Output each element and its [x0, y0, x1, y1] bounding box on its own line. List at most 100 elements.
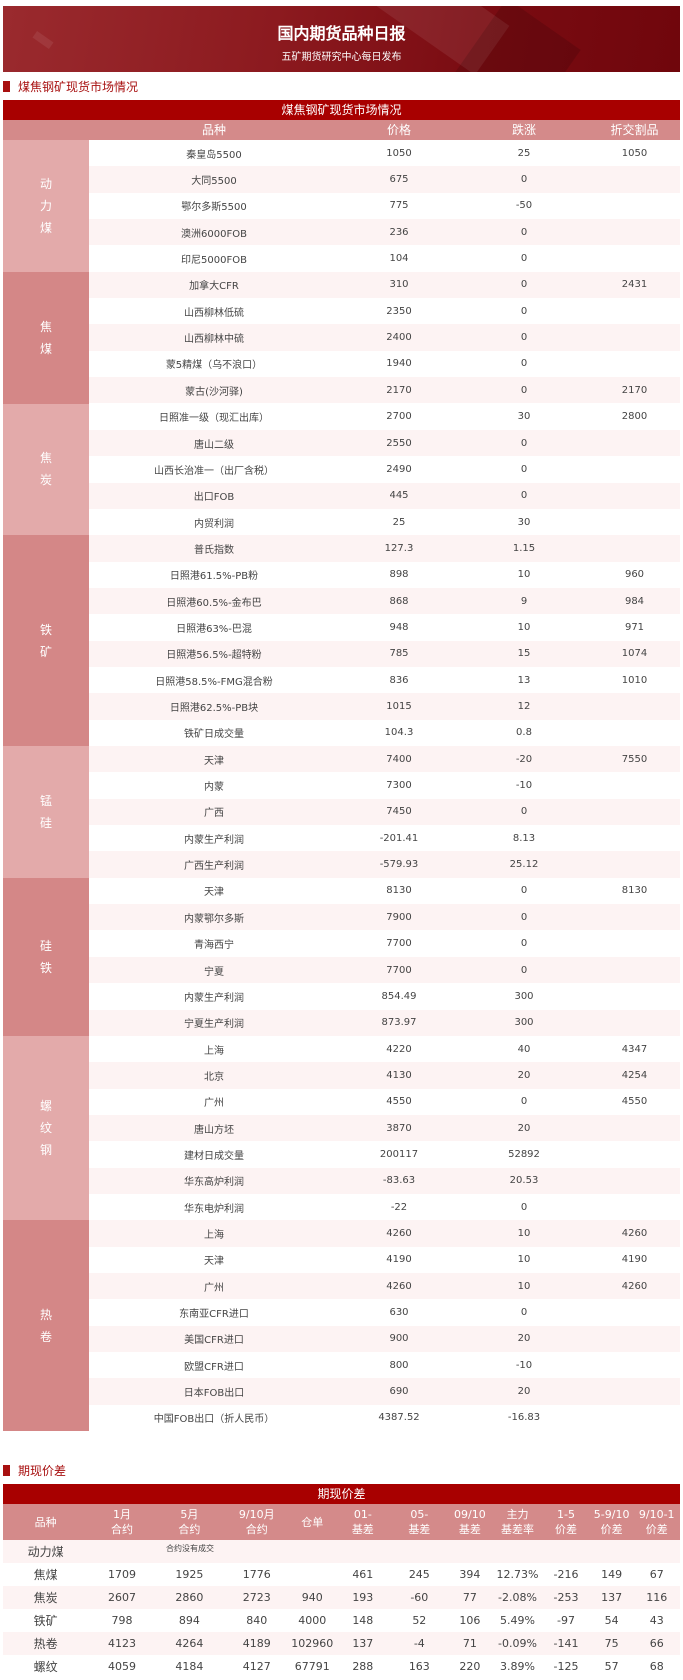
- cell-change: 0: [520, 1201, 528, 1213]
- report-title: 国内期货品种日报: [277, 24, 406, 43]
- table-row: 加拿大CFR 310 0 2431: [89, 271, 680, 299]
- cell-delivery-equivalent: 4254: [621, 1069, 648, 1081]
- cell-variety: 青海西宁: [194, 940, 234, 952]
- spot-section-title: 煤焦钢矿现货市场情况: [18, 79, 139, 94]
- cell-price: 900: [389, 1333, 409, 1345]
- cell-change: -16.83: [507, 1412, 541, 1424]
- cell-7: 106: [459, 1614, 481, 1627]
- cell-change: -50: [515, 200, 533, 212]
- cell-change: 1.15: [512, 542, 536, 554]
- cell-variety: 日照港58.5%-FMG混合粉: [155, 676, 273, 688]
- cell-variety: 北京: [204, 1071, 224, 1083]
- cell-change: 20.53: [509, 1175, 539, 1187]
- cell-change: 0: [520, 964, 528, 976]
- cell-10: 149: [601, 1568, 623, 1581]
- cell-8: 12.73%: [496, 1568, 539, 1581]
- cell-change: 9: [520, 595, 528, 607]
- cell-price: 104.3: [384, 727, 414, 739]
- cell-1: 2607: [107, 1591, 136, 1604]
- cell-6: 163: [408, 1660, 430, 1673]
- cell-price: 3870: [386, 1122, 412, 1134]
- cell-price: 4387.52: [378, 1412, 420, 1424]
- spot-table-body: 动力煤 秦皇岛5500 1050 25 1050 大同5500 675 0 鄂尔多斯5500 77…: [3, 140, 680, 1432]
- cell-change: 0.8: [516, 727, 532, 739]
- header-text: 价差: [645, 1523, 668, 1536]
- cell-4: 102960: [291, 1637, 334, 1650]
- table-row: 广西生产利润 -579.93 25.12: [89, 851, 680, 878]
- cell-variety: 内蒙鄂尔多斯: [184, 913, 244, 925]
- header-text: 价差: [600, 1523, 623, 1536]
- table-row: 内贸利润 25 30: [89, 508, 680, 536]
- table-row: 华东高炉利润 -83.63 20.53: [89, 1167, 680, 1194]
- cell-11: 67: [649, 1568, 664, 1581]
- cell-change: 52892: [508, 1148, 540, 1160]
- cell-variety: 天津: [204, 1256, 224, 1268]
- cell-6: 52: [412, 1614, 427, 1627]
- cell-price: -579.93: [379, 859, 419, 871]
- table-row: 天津 7400 -20 7550: [89, 746, 680, 773]
- table-row: 日照港58.5%-FMG混合粉 836 13 1010: [89, 667, 680, 694]
- cell-change: 0: [520, 885, 528, 897]
- group-name: 动力煤: [39, 176, 52, 235]
- table-row: 铁矿日成交量 104.3 0.8: [89, 719, 680, 747]
- basis-section-title: 期现价差: [18, 1463, 67, 1478]
- cell-price: 2550: [386, 437, 412, 449]
- spot-table-header: 品种 价格 跌涨 折交割品: [3, 120, 680, 140]
- cell-6: -60: [410, 1591, 429, 1604]
- cell-variety: 宁夏: [204, 966, 224, 978]
- table-row: 天津 8130 0 8130: [89, 877, 680, 905]
- cell-price: 873.97: [381, 1017, 417, 1029]
- table-row: 北京 4130 20 4254: [89, 1062, 680, 1089]
- cell-delivery-equivalent: 4550: [621, 1096, 648, 1108]
- cell-price: 785: [389, 648, 409, 660]
- cell-3: 1776: [242, 1568, 271, 1581]
- cell-delivery-equivalent: 4347: [621, 1043, 648, 1055]
- cell-change: 20: [517, 1122, 531, 1134]
- cell-price: 948: [389, 621, 409, 633]
- cell-9: -216: [553, 1568, 579, 1581]
- cell-11: 68: [649, 1660, 664, 1673]
- table-row: 广州 4260 10 4260: [89, 1273, 680, 1300]
- cell-5: 288: [352, 1660, 374, 1673]
- group-label-0: 动力煤: [3, 140, 89, 272]
- cell-variety: 日照港63%-巴混: [176, 623, 252, 635]
- cell-2: 4264: [175, 1637, 204, 1650]
- table-row: 广西 7450 0: [89, 798, 680, 826]
- table-row: 日照港60.5%-金布巴 868 9 984: [89, 587, 680, 615]
- cell-variety: 广州: [204, 1098, 224, 1110]
- cell-variety: 铁矿日成交量: [184, 729, 244, 741]
- cell-price: 7700: [386, 938, 412, 950]
- cell-variety: 天津: [204, 887, 224, 899]
- cell-variety: 普氏指数: [194, 544, 234, 556]
- cell-price: 1940: [386, 358, 412, 370]
- cell-variety: 山西长治准一（出厂含税）: [154, 465, 274, 477]
- cell-variety: 蒙古(沙河驿): [185, 386, 243, 398]
- cell-3: 2723: [242, 1591, 271, 1604]
- group-name: 热卷: [39, 1307, 52, 1344]
- cell-7: 77: [462, 1591, 477, 1604]
- table-row: 日照港61.5%-PB粉 898 10 960: [89, 561, 680, 588]
- no-trade-note: 合约没有成交: [166, 1544, 214, 1553]
- table-row: 大同5500 675 0: [89, 166, 680, 193]
- cell-11: 116: [646, 1591, 668, 1604]
- table-row: 铁矿 798 894 840 4000 148 52 106 5.49% -97 54 43: [3, 1609, 680, 1632]
- cell-price: 690: [389, 1386, 409, 1398]
- cell-price: 775: [389, 200, 409, 212]
- cell-change: 12: [517, 701, 531, 713]
- cell-variety: 日照港56.5%-超特粉: [166, 650, 262, 662]
- cell-variety: 日照准一级（现汇出库）: [159, 413, 269, 425]
- header-text: 5月: [180, 1508, 199, 1521]
- cell-variety: 加拿大CFR: [189, 281, 239, 293]
- basis-table-header: 品种 1月 合约 5月 合约 9/10月 合约 仓单 01- 基差 05- 基差 09/10 基差 主力 基差…: [3, 1504, 680, 1540]
- cell-variety: 秦皇岛5500: [186, 149, 242, 161]
- basis-header-col-4: 仓单: [290, 1515, 334, 1530]
- table-row: 欧盟CFR进口 800 -10: [89, 1352, 680, 1379]
- group-label-2: 焦炭: [3, 403, 89, 536]
- header-text: 合约: [110, 1523, 133, 1536]
- table-row: 唐山二级 2550 0: [89, 429, 680, 457]
- cell-delivery-equivalent: 4190: [621, 1254, 648, 1266]
- header-text: 基差: [351, 1523, 374, 1536]
- table-row: 蒙古(沙河驿) 2170 0 2170: [89, 377, 680, 404]
- cell-change: 0: [520, 938, 528, 950]
- cell-delivery-equivalent: 960: [624, 569, 645, 581]
